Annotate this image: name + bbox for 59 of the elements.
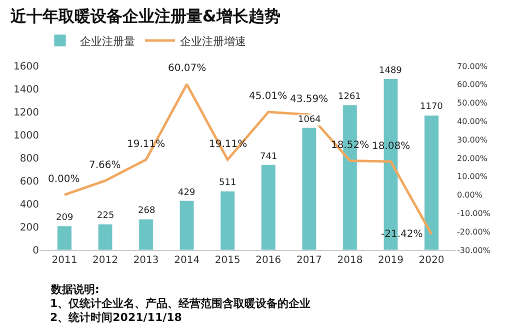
data-label: 7.66%	[89, 160, 121, 171]
data-label: 1489	[379, 66, 402, 76]
bar	[98, 224, 113, 250]
bar	[302, 127, 317, 250]
text: 数据说明:	[50, 283, 100, 296]
data-label: 225	[97, 211, 114, 221]
y2-tick-label: 70.00%	[457, 62, 488, 71]
data-label: 511	[219, 178, 236, 188]
y-tick-label: 1200	[14, 108, 39, 118]
y2-tick-label: -20.00%	[457, 227, 491, 236]
y-tick-label: 1400	[14, 84, 39, 96]
x-tick-label: 2011	[52, 255, 78, 266]
y-tick-label: 200	[20, 222, 39, 234]
x-tick-label: 2017	[296, 255, 322, 266]
data-label: 60.07%	[168, 63, 206, 74]
y-tick-label: 800	[20, 154, 39, 164]
x-tick-label: 2015	[214, 255, 240, 266]
bar	[261, 164, 276, 250]
y-tick-label: 1000	[14, 130, 39, 142]
chart-title: 近十年取暖设备企业注册量&增长趋势	[9, 6, 280, 26]
y2-tick-label: 20.00%	[457, 154, 488, 163]
x-tick-label: 2014	[174, 255, 200, 266]
x-tick-label: 2013	[133, 255, 159, 266]
data-label: 45.01%	[249, 91, 288, 102]
y2-tick-label: 30.00%	[457, 135, 488, 144]
text: 2、统计时间2021/11/18	[50, 311, 182, 324]
data-label: 429	[178, 188, 196, 198]
data-label: 0.00%	[48, 174, 80, 185]
x-tick-label: 2020	[418, 255, 444, 266]
y2-tick-label: 50.00%	[457, 98, 488, 108]
data-label: 268	[138, 206, 156, 216]
x-tick-label: 2019	[378, 255, 404, 266]
text: 1、仅统计企业名、产品、经营范围含取暖设备的企业	[50, 297, 311, 310]
y-tick-label: 0	[32, 246, 39, 256]
data-label: 43.59%	[290, 94, 328, 105]
data-label: 1261	[338, 92, 361, 102]
y2-tick-label: 60.00%	[457, 80, 488, 90]
y-tick-label: 600	[20, 176, 39, 188]
bar	[424, 115, 439, 250]
y2-tick-label: -10.00%	[457, 209, 491, 218]
y2-tick-label: -30.00%	[457, 246, 491, 255]
y2-tick-label: 10.00%	[457, 172, 488, 182]
y2-tick-label: 0.00%	[457, 190, 483, 200]
data-label: 1064	[298, 115, 322, 125]
y2-tick-label: 40.00%	[457, 117, 488, 126]
bar	[57, 226, 72, 250]
data-label: 209	[56, 213, 74, 223]
x-tick-label: 2016	[256, 255, 282, 266]
bar	[179, 200, 194, 250]
legend-label: 企业注册增速	[180, 34, 246, 48]
y-tick-label: 400	[20, 200, 39, 210]
legend-label: 企业注册量	[80, 34, 135, 48]
y-tick-label: 1600	[14, 62, 39, 72]
data-label: 1170	[420, 102, 444, 112]
x-tick-label: 2018	[337, 255, 363, 266]
data-label: 741	[260, 152, 278, 162]
x-tick-label: 2012	[92, 255, 118, 266]
bar	[220, 190, 235, 250]
bar	[138, 218, 154, 250]
